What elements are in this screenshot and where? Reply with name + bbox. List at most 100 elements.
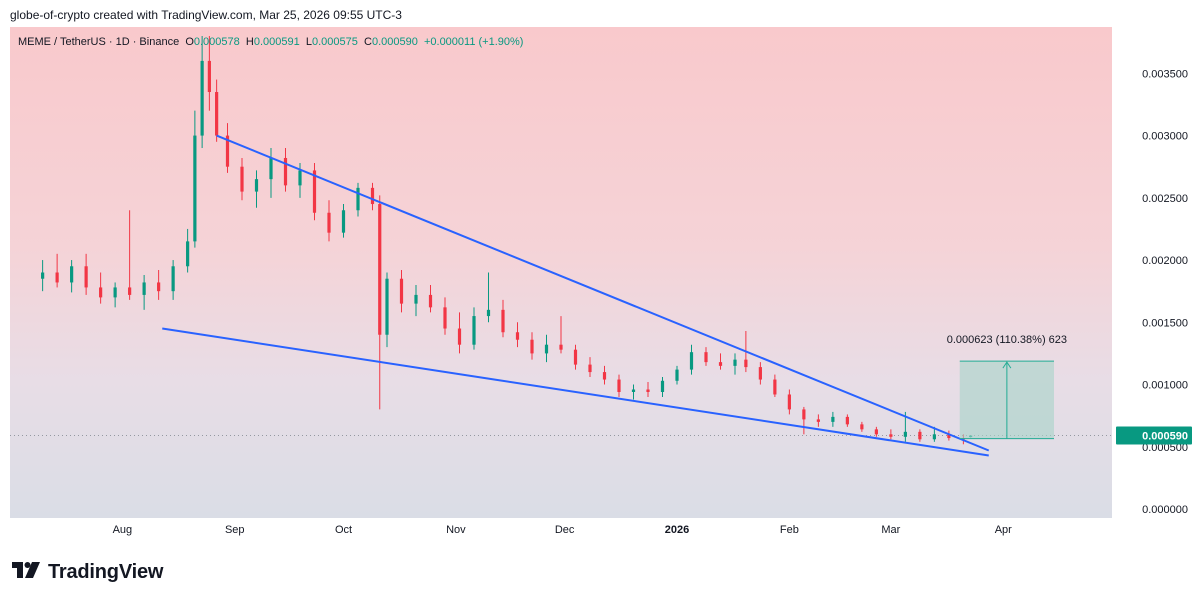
- x-tick-label: Sep: [225, 524, 245, 536]
- candle-body: [646, 389, 650, 392]
- candle-body: [860, 424, 864, 430]
- candle-body: [443, 307, 447, 329]
- candle-body: [414, 294, 418, 304]
- y-tick-label: 0.003500: [1142, 68, 1188, 80]
- x-tick-label: Oct: [335, 524, 352, 536]
- candle-body: [758, 367, 762, 380]
- y-tick-label: 0.000000: [1142, 504, 1188, 516]
- candle-body: [215, 92, 219, 136]
- current-price-tag: [1116, 426, 1192, 445]
- y-tick-label: 0.003000: [1142, 131, 1188, 143]
- candle-body: [378, 204, 382, 335]
- candle-body: [171, 266, 175, 292]
- candle-body: [733, 359, 737, 366]
- high-value: 0.000591: [253, 36, 300, 48]
- candle-body: [385, 278, 389, 335]
- candle-body: [254, 179, 259, 192]
- close-value: 0.000590: [371, 36, 418, 48]
- candle-body: [515, 332, 520, 340]
- x-tick-label: Aug: [113, 524, 133, 536]
- y-tick-label: 0.002000: [1142, 255, 1188, 267]
- candle-body: [544, 344, 549, 354]
- measure-label: 0.000623 (110.38%) 623: [947, 334, 1067, 346]
- candle-body: [675, 369, 679, 381]
- candle-body: [128, 287, 132, 295]
- x-tick-label: Apr: [995, 524, 1012, 536]
- candle-body: [298, 170, 302, 186]
- y-tick-label: 0.002500: [1142, 193, 1188, 205]
- tradingview-wordmark: TradingView: [48, 561, 164, 583]
- candle-body: [370, 187, 375, 205]
- candle-body: [457, 328, 462, 345]
- y-tick-label: 0.001000: [1142, 380, 1188, 392]
- candle-body: [744, 359, 748, 368]
- current-price-label: 0.000590: [1142, 431, 1188, 443]
- price-axis[interactable]: 0.000000 0.000500 0.001000 0.001500 0.002000…: [1112, 27, 1200, 518]
- x-tick-label: Mar: [881, 524, 900, 536]
- candle-body: [240, 166, 244, 192]
- candle-body: [947, 434, 951, 439]
- x-tick-label: 2026: [665, 524, 689, 536]
- symbol-title: MEME / TetherUS · 1D · Binance: [18, 36, 180, 48]
- measure-arrow-head: [1002, 361, 1012, 369]
- candle-body: [617, 379, 621, 392]
- candle-body: [602, 372, 607, 380]
- change-value: +0.000011 (+1.90%): [423, 36, 524, 48]
- candle-body: [704, 352, 708, 363]
- open-label: O: [185, 36, 194, 48]
- candle-body: [207, 60, 211, 93]
- candle-body: [193, 135, 197, 242]
- candle-body: [341, 210, 346, 233]
- candle-body: [486, 309, 491, 317]
- symbol-legend: MEME / TetherUS · 1D · Binance O0.000578…: [18, 36, 523, 48]
- y-tick-label: 0.001500: [1142, 317, 1188, 329]
- candle-body: [113, 287, 117, 298]
- candle-body: [889, 434, 893, 437]
- candle-body: [312, 170, 317, 213]
- candle-body: [816, 419, 820, 422]
- time-axis-labels: Aug Sep Oct Nov Dec 2026 Feb Mar Apr: [113, 524, 1013, 536]
- candle-body: [918, 431, 922, 440]
- candle-body: [787, 394, 791, 410]
- candle-body: [428, 294, 433, 308]
- time-axis[interactable]: Aug Sep Oct Nov Dec 2026 Feb Mar Apr: [10, 518, 1112, 542]
- candle-body: [689, 352, 694, 370]
- candle-body: [559, 344, 563, 350]
- low-label: L: [305, 36, 312, 48]
- chart-plot-area[interactable]: 0.000623 (110.38%) 623: [10, 27, 1112, 518]
- y-tick-label: 0.000500: [1142, 442, 1188, 454]
- candle-body: [573, 349, 578, 365]
- chart-attribution: globe-of-crypto created with TradingView…: [10, 8, 402, 22]
- candle-body: [660, 380, 665, 392]
- candle-body: [845, 416, 849, 425]
- low-value: 0.000575: [311, 36, 358, 48]
- candle-body: [157, 282, 161, 292]
- candle-body: [874, 429, 878, 435]
- candle-body: [399, 278, 404, 304]
- candle-body: [903, 431, 907, 437]
- candle-body: [356, 187, 360, 211]
- candle-body: [70, 266, 74, 283]
- candle-body: [631, 389, 636, 392]
- x-tick-label: Dec: [555, 524, 575, 536]
- open-value: 0.000578: [193, 36, 240, 48]
- trendline-lower: [162, 327, 989, 457]
- candle-body: [932, 434, 936, 440]
- trendline-upper: [216, 134, 990, 452]
- candle-body: [283, 157, 288, 186]
- candle-body: [225, 135, 230, 167]
- close-label: C: [364, 36, 372, 48]
- price-chart[interactable]: 0.000623 (110.38%) 623: [10, 27, 1112, 518]
- price-axis-labels: 0.000000 0.000500 0.001000 0.001500 0.002000…: [1116, 68, 1192, 516]
- candle-body: [530, 339, 534, 354]
- candle-body: [802, 409, 806, 420]
- tradingview-brand[interactable]: TradingView: [12, 560, 163, 585]
- candle-body: [831, 416, 835, 422]
- x-tick-label: Feb: [780, 524, 799, 536]
- tradingview-logo-icon: [12, 560, 42, 585]
- candle-body: [501, 309, 505, 333]
- candle-body: [142, 282, 146, 295]
- candle-body: [718, 362, 723, 366]
- candle-body: [84, 266, 88, 288]
- candle-body: [55, 272, 59, 283]
